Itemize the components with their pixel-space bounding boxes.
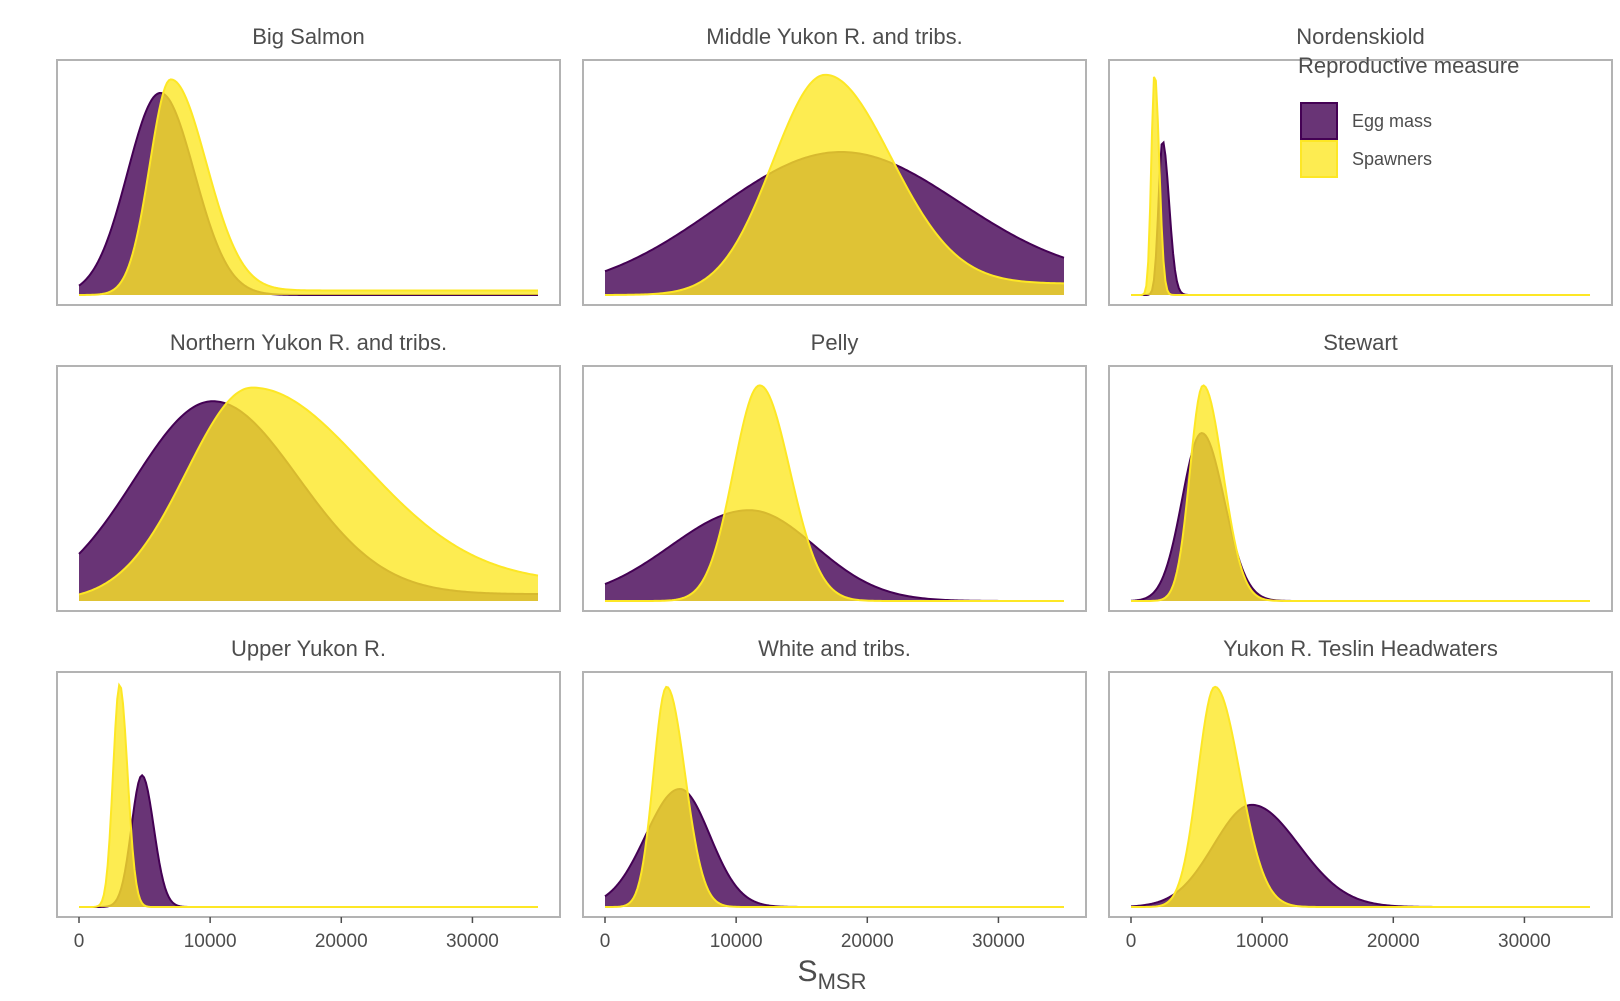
density-area-spawners — [79, 685, 538, 907]
x-tick-label: 0 — [600, 931, 611, 952]
density-line-spawners — [605, 384, 1064, 602]
density-area-egg-mass — [605, 788, 1064, 907]
legend-swatch — [1300, 102, 1338, 140]
density-area-spawners — [605, 385, 1064, 601]
legend-title: Reproductive measure — [1298, 53, 1519, 78]
density-line-spawners — [1131, 685, 1590, 908]
panel-title: Stewart — [1323, 330, 1398, 355]
density-line-spawners — [1131, 384, 1590, 602]
x-tick-label: 10000 — [710, 931, 763, 952]
density-line-spawners — [604, 73, 1065, 296]
panel-4: Pelly — [582, 330, 1087, 612]
panel-7: White and tribs. 0 10000 20000 30000 — [582, 636, 1087, 952]
density-area-spawners — [79, 387, 538, 601]
panel-3: Northern Yukon R. and tribs. — [56, 330, 561, 612]
density-area-spawners — [605, 74, 1064, 295]
panel-title: Nordenskiold — [1296, 24, 1424, 49]
legend: Reproductive measure Egg mass Spawners — [1298, 53, 1519, 178]
panel-title: Yukon R. Teslin Headwaters — [1223, 636, 1498, 661]
density-area-spawners — [1131, 686, 1590, 907]
x-axis-label: SMSR — [798, 955, 867, 994]
panel-6: Upper Yukon R. 0 10000 20000 30000 — [56, 636, 561, 952]
panel-title: White and tribs. — [758, 636, 911, 661]
panel-title: Big Salmon — [252, 24, 365, 49]
x-tick-label: 0 — [74, 931, 85, 952]
panel-title: Middle Yukon R. and tribs. — [706, 24, 962, 49]
x-tick-label: 10000 — [1236, 931, 1289, 952]
density-area-spawners — [79, 79, 538, 295]
x-tick-label: 20000 — [841, 931, 894, 952]
panel-frame — [1108, 59, 1613, 306]
panel-title: Upper Yukon R. — [231, 636, 386, 661]
density-line-spawners — [1131, 76, 1590, 296]
svg-text:SMSR: SMSR — [798, 955, 867, 994]
x-tick-label: 10000 — [184, 931, 237, 952]
panel-title: Pelly — [811, 330, 859, 355]
panel-2: Nordenskiold — [1108, 24, 1613, 306]
x-tick-label: 20000 — [1367, 931, 1420, 952]
legend-label: Egg mass — [1352, 111, 1432, 131]
x-tick-label: 20000 — [315, 931, 368, 952]
x-tick-label: 30000 — [972, 931, 1025, 952]
density-line-spawners — [604, 685, 1064, 908]
panel-1: Middle Yukon R. and tribs. — [582, 24, 1087, 306]
density-line-spawners — [79, 682, 538, 908]
x-tick-label: 30000 — [1498, 931, 1551, 952]
legend-label: Spawners — [1352, 149, 1432, 169]
density-area-spawners — [1131, 385, 1590, 601]
panel-8: Yukon R. Teslin Headwaters 0 10000 20000 300… — [1108, 636, 1613, 952]
x-tick-label: 30000 — [446, 931, 499, 952]
panel-title: Northern Yukon R. and tribs. — [170, 330, 447, 355]
x-tick-label: 0 — [1126, 931, 1137, 952]
x-axis-label-subscript: MSR — [818, 969, 867, 994]
panel-0: Big Salmon — [56, 24, 561, 306]
density-line-spawners — [79, 78, 538, 296]
density-line-spawners — [78, 386, 539, 596]
density-area-spawners — [605, 686, 1064, 907]
x-axis-label-main: S — [798, 955, 818, 988]
panels-layer: Big Salmon Middle Yukon R. and tribs. Nord… — [56, 24, 1613, 952]
panel-5: Stewart — [1108, 330, 1613, 612]
legend-swatch — [1300, 140, 1338, 178]
